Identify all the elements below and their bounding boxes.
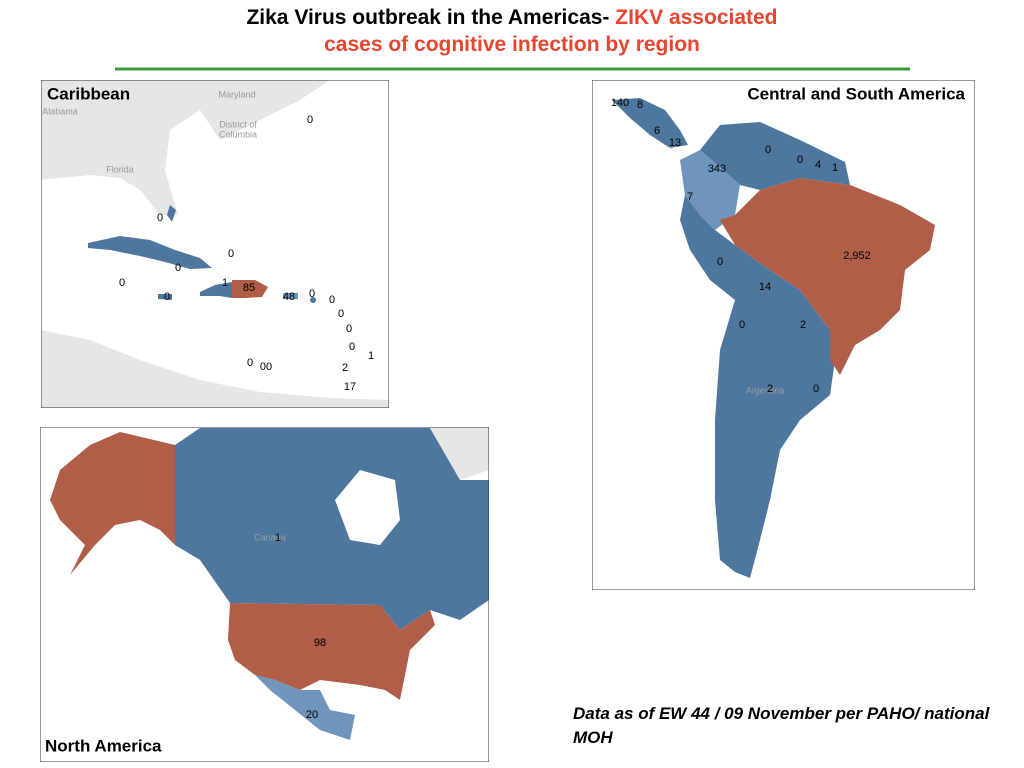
case-count: 98 <box>314 637 326 649</box>
case-count: 48 <box>283 291 295 303</box>
case-count: 0 <box>164 291 170 303</box>
case-count: 0 <box>739 319 745 331</box>
north-america-map <box>40 427 489 762</box>
panel-name: Central and South America <box>747 84 965 103</box>
title-part1: Zika Virus outbreak in the Americas- <box>246 6 610 29</box>
case-count: 00 <box>260 361 272 373</box>
title: Zika Virus outbreak in the Americas- ZIK… <box>0 4 1024 58</box>
place-label: Alabama <box>42 106 78 116</box>
case-count: 1 <box>275 532 281 544</box>
place-label: Argentina <box>746 385 785 395</box>
case-count: 343 <box>708 163 726 175</box>
case-count: 13 <box>669 137 681 149</box>
place-label: Florida <box>106 164 134 174</box>
case-count: 0 <box>329 294 335 306</box>
case-count: 0 <box>309 288 315 300</box>
case-count: 0 <box>247 357 253 369</box>
case-count: 0 <box>765 144 771 156</box>
case-count: 4 <box>815 159 821 171</box>
case-count: 0 <box>119 277 125 289</box>
case-count: 2,952 <box>843 250 871 262</box>
case-count: 0 <box>338 308 344 320</box>
case-count: 6 <box>654 125 660 137</box>
panel-name: Caribbean <box>47 84 130 103</box>
place-label: Columbia <box>219 129 257 139</box>
case-count: 17 <box>344 381 356 393</box>
case-count: 0 <box>797 154 803 166</box>
case-count: 1 <box>832 162 838 174</box>
case-count: 0 <box>157 212 163 224</box>
place-label: Maryland <box>218 89 255 99</box>
title-line2: cases of cognitive infection by region <box>324 33 700 56</box>
case-count: 0 <box>175 262 181 274</box>
footnote: Data as of EW 44 / 09 November per PAHO/… <box>573 704 990 747</box>
title-part2: ZIKV associated <box>615 6 778 29</box>
case-count: 140 <box>611 97 629 109</box>
case-count: 0 <box>813 383 819 395</box>
place-label: District of <box>219 119 257 129</box>
case-count: 0 <box>346 323 352 335</box>
case-count: 8 <box>637 99 643 111</box>
case-count: 14 <box>759 281 771 293</box>
case-count: 2 <box>342 362 348 374</box>
caribbean-map <box>41 80 389 408</box>
case-count: 1 <box>222 277 228 289</box>
case-count: 0 <box>717 256 723 268</box>
case-count: 85 <box>243 282 255 294</box>
place-label: Canada <box>254 532 286 542</box>
case-count: 1 <box>368 350 374 362</box>
case-count: 0 <box>349 341 355 353</box>
panel-name: North America <box>45 736 162 755</box>
case-count: 0 <box>307 114 313 126</box>
case-count: 7 <box>687 191 693 203</box>
case-count: 2 <box>767 383 773 395</box>
case-count: 2 <box>800 319 806 331</box>
case-count: 20 <box>306 709 318 721</box>
south-america-map <box>592 80 975 590</box>
case-count: 0 <box>228 248 234 260</box>
